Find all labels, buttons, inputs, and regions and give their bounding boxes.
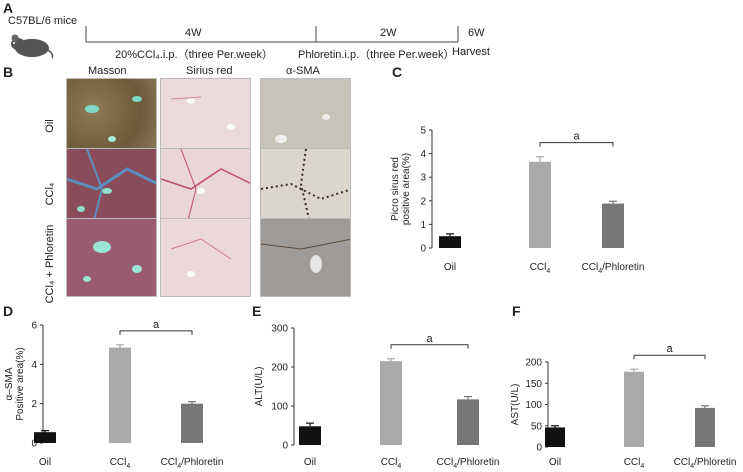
chart-f: 0 50 100 150 200 AST(U/L) Oil CCl4 CCl4/Phloreti… — [510, 343, 737, 470]
category-label: CCl4/Phloretin — [582, 262, 645, 275]
col-masson: Masson — [88, 65, 127, 77]
timeline — [85, 26, 459, 43]
micrograph-sirius-ccl4 — [160, 148, 251, 227]
category-label: Oil — [549, 457, 561, 468]
panel-c-letter: C — [392, 64, 403, 80]
y-tick-label: 100 — [271, 402, 288, 413]
bar-ccl4_phloretin — [695, 407, 715, 447]
chart-d: 0 2 4 6 α–SMAPositive area(%) Oil CCl4 CCl4/Phl… — [4, 319, 224, 470]
y-tick-label: 2 — [31, 399, 37, 410]
bar-ccl4_phloretin — [457, 399, 479, 445]
y-tick-label: 5 — [420, 126, 426, 137]
seg1-label: 4W — [185, 27, 202, 39]
row-ccl4: CCl₄ — [44, 182, 56, 206]
row-ccl4-phloretin: CCl₄ + Phloretin — [44, 224, 56, 304]
col-alpha-sma: α-SMA — [286, 65, 320, 77]
category-label: Oil — [39, 457, 51, 468]
micrograph-sirius-phloretin — [160, 218, 251, 297]
category-label: CCl4/Phloretin — [437, 457, 500, 470]
y-tick-label: 0 — [31, 439, 37, 450]
bar-ccl4 — [529, 161, 551, 248]
micrograph-masson-ccl4 — [66, 148, 157, 227]
bar-oil — [545, 427, 565, 447]
mouse-icon — [11, 34, 54, 59]
y-axis-label: α–SMAPositive area(%) — [4, 347, 26, 420]
y-axis-label: AST(U/L) — [510, 384, 521, 426]
significance-bracket — [119, 330, 193, 335]
y-tick-label: 300 — [271, 324, 288, 335]
significance-bracket — [633, 354, 706, 360]
category-label: CCl4 — [110, 457, 131, 470]
step1-label: 20%CCl₄.i.p.（three Per.week） — [115, 49, 273, 61]
step3-label: Harvest — [452, 46, 490, 58]
mouse-strain-label: C57BL/6 mice — [8, 15, 78, 27]
micrograph-sma-oil — [260, 78, 351, 157]
bar-oil — [439, 236, 461, 248]
y-tick-label: 200 — [271, 363, 288, 374]
panel-f-letter: F — [512, 303, 521, 319]
panel-d-letter: D — [3, 303, 14, 319]
y-tick-label: 4 — [31, 360, 37, 371]
bar-ccl4_phloretin — [181, 403, 203, 443]
category-label: CCl4/Phloretin — [674, 457, 737, 470]
end-label: 6W — [468, 27, 485, 39]
row-oil: Oil — [44, 119, 56, 133]
y-tick-label: 100 — [525, 400, 542, 411]
panel-a-letter: A — [3, 0, 14, 16]
chart-e: 0 100 200 300 ALT(U/L) Oil CCl4 CCl4/Phloretin a — [254, 324, 500, 471]
significance-label: a — [426, 333, 433, 345]
y-tick-label: 150 — [525, 379, 542, 390]
bar-ccl4_phloretin — [602, 203, 624, 248]
y-tick-label: 0 — [420, 244, 426, 255]
category-label: CCl4 — [530, 262, 551, 275]
y-tick-label: 0 — [282, 441, 288, 452]
col-sirius-red: Sirius red — [186, 65, 233, 77]
micrograph-sirius-oil — [160, 78, 251, 157]
panel-e-letter: E — [252, 303, 262, 319]
significance-label: a — [153, 319, 160, 331]
micrograph-masson-phloretin — [66, 218, 157, 297]
significance-label: a — [573, 131, 580, 143]
seg2-label: 2W — [380, 27, 397, 39]
bar-oil — [34, 432, 56, 443]
y-tick-label: 2 — [420, 196, 426, 207]
y-axis-label: Picro sirus redpositive area(%) — [390, 153, 412, 225]
bar-ccl4 — [624, 371, 644, 447]
y-tick-label: 1 — [420, 220, 426, 231]
significance-label: a — [666, 343, 673, 355]
category-label: Oil — [304, 457, 316, 468]
y-tick-label: 0 — [536, 443, 542, 454]
significance-bracket — [539, 142, 614, 147]
y-tick-label: 4 — [420, 149, 426, 160]
panel-b-letter: B — [3, 64, 14, 80]
bar-ccl4 — [109, 347, 131, 443]
category-label: CCl4 — [624, 457, 645, 470]
bar-oil — [299, 426, 321, 445]
category-label: CCl4 — [381, 457, 402, 470]
y-tick-label: 200 — [525, 358, 542, 369]
category-label: CCl4/Phloretin — [161, 457, 224, 470]
y-axis-label: ALT(U/L) — [254, 367, 265, 407]
bar-ccl4 — [380, 361, 402, 445]
significance-bracket — [390, 344, 469, 349]
step2-label: Phloretin.i.p.（three Per.week） — [298, 49, 455, 61]
chart-c: 0 1 2 3 4 5 Picro sirus redpositive area(%) Oil… — [390, 126, 645, 276]
y-tick-label: 3 — [420, 173, 426, 184]
y-tick-label: 6 — [31, 321, 37, 332]
micrograph-sma-ccl4 — [260, 148, 351, 227]
micrograph-sma-phloretin — [260, 218, 351, 297]
category-label: Oil — [444, 262, 456, 273]
micrograph-masson-oil — [66, 78, 157, 157]
y-tick-label: 50 — [531, 421, 543, 432]
